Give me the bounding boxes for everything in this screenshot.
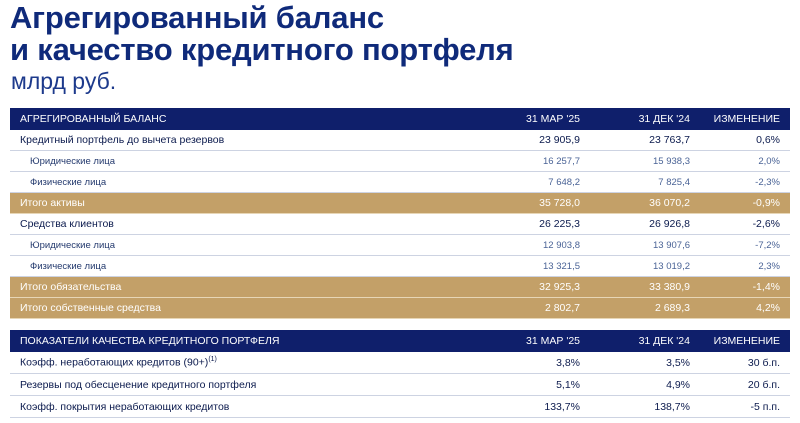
total-row: Итого активы 35 728,0 36 070,2 -0,9% [10,192,790,214]
value-mar-25: 7 648,2 [440,171,590,193]
change-value: 2,0% [700,150,790,172]
sub-row: Юридические лица 12 903,8 13 907,6 -7,2% [10,234,790,256]
value-mar-25: 23 905,9 [440,130,590,151]
value-mar-25: 26 225,3 [440,213,590,235]
header-change: ИЗМЕНЕНИЕ [713,113,780,125]
header-label: ПОКАЗАТЕЛИ КАЧЕСТВА КРЕДИТНОГО ПОРТФЕЛЯ [20,335,280,347]
value-mar-25: 5,1% [440,373,590,396]
row-label: Физические лица [10,255,440,277]
value-dec-24: 33 380,9 [590,276,700,298]
row-label: Коэфф. неработающих кредитов (90+)(1) [10,352,440,374]
header-date-1: 31 МАР '25 [526,335,580,347]
change-value: 0,6% [700,130,790,151]
row-label: Коэфф. покрытия неработающих кредитов [10,395,440,418]
header-date-2: 31 ДЕК '24 [638,335,690,347]
header-date-2: 31 ДЕК '24 [638,113,690,125]
value-dec-24: 7 825,4 [590,171,700,193]
table-row: Кредитный портфель до вычета резервов 23 … [10,130,790,151]
change-value: 30 б.п. [700,352,790,374]
value-dec-24: 3,5% [590,352,700,374]
value-dec-24: 2 689,3 [590,297,700,319]
header-label: АГРЕГИРОВАННЫЙ БАЛАНС [20,113,167,125]
value-mar-25: 13 321,5 [440,255,590,277]
title-line-2: и качество кредитного портфеля [10,32,514,67]
value-dec-24: 26 926,8 [590,213,700,235]
row-label-text: Коэфф. неработающих кредитов (90+) [20,356,209,369]
table-row: Коэфф. покрытия неработающих кредитов 133… [10,395,790,418]
sub-row: Физические лица 7 648,2 7 825,4 -2,3% [10,171,790,193]
change-value: -5 п.п. [700,395,790,418]
aggregated-balance-table: АГРЕГИРОВАННЫЙ БАЛАНС 31 МАР '25 31 ДЕК … [10,108,790,319]
change-value: 4,2% [700,297,790,319]
title-line-1: Агрегированный баланс [10,0,384,35]
total-row: Итого обязательства 32 925,3 33 380,9 -1,4% [10,276,790,298]
table-header-row: АГРЕГИРОВАННЫЙ БАЛАНС 31 МАР '25 31 ДЕК … [10,108,790,130]
table-header-row: ПОКАЗАТЕЛИ КАЧЕСТВА КРЕДИТНОГО ПОРТФЕЛЯ … [10,330,790,352]
page-title: Агрегированный баланс и качество кредитн… [10,2,514,66]
footnote-marker: (1) [208,356,217,364]
value-mar-25: 16 257,7 [440,150,590,172]
value-dec-24: 4,9% [590,373,700,396]
value-mar-25: 3,8% [440,352,590,374]
row-label-text: Резервы под обесценение кредитного портф… [20,378,257,391]
row-label: Резервы под обесценение кредитного портф… [10,373,440,396]
header-change: ИЗМЕНЕНИЕ [713,335,780,347]
value-dec-24: 13 907,6 [590,234,700,256]
change-value: -2,3% [700,171,790,193]
row-label: Итого обязательства [10,276,440,298]
value-mar-25: 2 802,7 [440,297,590,319]
value-mar-25: 12 903,8 [440,234,590,256]
table-row: Средства клиентов 26 225,3 26 926,8 -2,6% [10,213,790,235]
row-label: Кредитный портфель до вычета резервов [10,130,440,151]
change-value: 2,3% [700,255,790,277]
change-value: -1,4% [700,276,790,298]
change-value: -0,9% [700,192,790,214]
table-row: Коэфф. неработающих кредитов (90+)(1) 3,8… [10,352,790,374]
row-label-text: Коэфф. покрытия неработающих кредитов [20,400,230,413]
value-dec-24: 36 070,2 [590,192,700,214]
row-label: Юридические лица [10,234,440,256]
row-label: Итого собственные средства [10,297,440,319]
sub-row: Юридические лица 16 257,7 15 938,3 2,0% [10,150,790,172]
portfolio-quality-table: ПОКАЗАТЕЛИ КАЧЕСТВА КРЕДИТНОГО ПОРТФЕЛЯ … [10,330,790,418]
total-row: Итого собственные средства 2 802,7 2 689,3… [10,297,790,319]
change-value: 20 б.п. [700,373,790,396]
header-date-1: 31 МАР '25 [526,113,580,125]
value-mar-25: 35 728,0 [440,192,590,214]
row-label: Итого активы [10,192,440,214]
value-dec-24: 13 019,2 [590,255,700,277]
row-label: Средства клиентов [10,213,440,235]
value-dec-24: 138,7% [590,395,700,418]
row-label: Физические лица [10,171,440,193]
value-mar-25: 32 925,3 [440,276,590,298]
value-dec-24: 15 938,3 [590,150,700,172]
units-subtitle: млрд руб. [11,68,117,94]
value-dec-24: 23 763,7 [590,130,700,151]
row-label: Юридические лица [10,150,440,172]
change-value: -7,2% [700,234,790,256]
change-value: -2,6% [700,213,790,235]
value-mar-25: 133,7% [440,395,590,418]
table-row: Резервы под обесценение кредитного портф… [10,373,790,396]
sub-row: Физические лица 13 321,5 13 019,2 2,3% [10,255,790,277]
